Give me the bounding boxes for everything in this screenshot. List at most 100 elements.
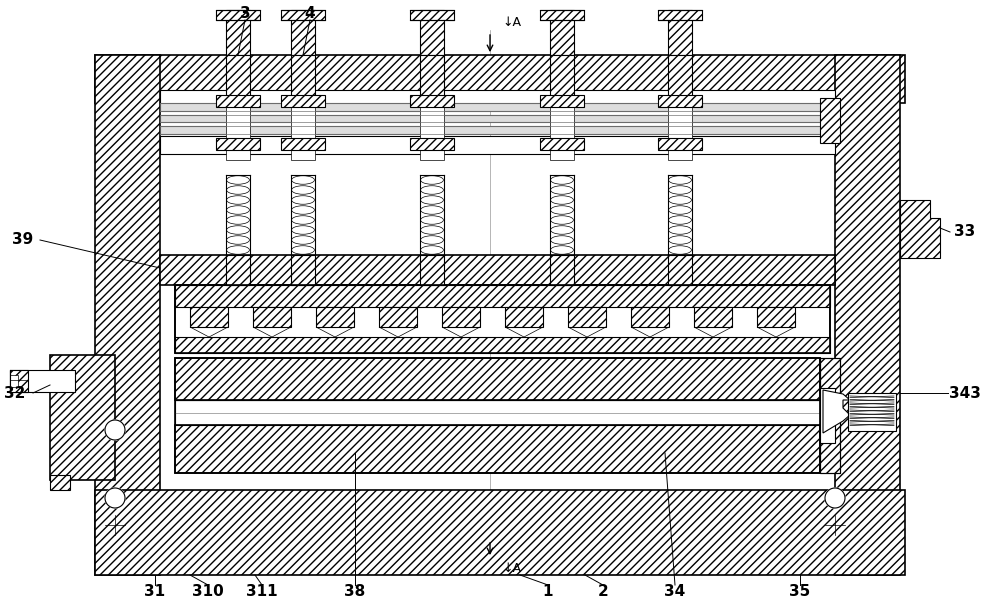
Bar — [820, 388, 835, 443]
Bar — [316, 307, 354, 327]
Text: ↓A: ↓A — [502, 16, 521, 28]
Polygon shape — [900, 200, 940, 258]
Bar — [550, 150, 574, 160]
Bar — [550, 107, 574, 139]
Bar — [175, 337, 830, 353]
Bar — [550, 255, 574, 285]
Polygon shape — [823, 390, 850, 433]
Bar — [226, 10, 250, 55]
Bar — [668, 107, 692, 139]
Bar — [226, 175, 250, 255]
Bar — [835, 55, 900, 575]
Bar — [410, 10, 454, 20]
Bar — [175, 285, 830, 307]
Bar — [540, 10, 584, 20]
Text: 310: 310 — [192, 584, 224, 599]
Bar — [757, 307, 795, 327]
Text: 35: 35 — [789, 584, 811, 599]
Text: ↓A: ↓A — [502, 561, 521, 575]
Text: 33: 33 — [954, 224, 976, 239]
Text: 1: 1 — [543, 584, 553, 599]
Text: 343: 343 — [949, 385, 981, 400]
Bar — [291, 55, 315, 103]
Bar — [226, 55, 250, 103]
Bar — [668, 255, 692, 285]
Bar — [291, 255, 315, 285]
Bar — [505, 307, 543, 327]
Bar — [226, 150, 250, 160]
Bar — [410, 95, 454, 107]
Bar — [216, 10, 260, 20]
Bar — [50, 475, 70, 490]
Bar — [420, 55, 444, 103]
Bar — [550, 55, 574, 103]
Text: 32: 32 — [4, 385, 26, 400]
Bar — [420, 10, 444, 55]
Bar — [668, 175, 692, 255]
Bar — [160, 136, 835, 154]
Bar — [175, 358, 820, 400]
Bar — [420, 150, 444, 160]
Bar — [175, 285, 830, 353]
Bar — [420, 107, 444, 139]
Bar — [160, 103, 835, 111]
Text: 38: 38 — [344, 584, 366, 599]
Bar — [658, 10, 702, 20]
Bar — [420, 175, 444, 255]
Bar — [226, 107, 250, 139]
Bar — [175, 285, 830, 353]
Bar — [379, 307, 417, 327]
Bar — [291, 150, 315, 160]
Bar — [95, 490, 905, 575]
Bar — [668, 150, 692, 160]
Bar — [281, 138, 325, 150]
Bar — [820, 358, 840, 473]
Bar — [420, 255, 444, 285]
Text: 31: 31 — [144, 584, 166, 599]
Bar — [540, 138, 584, 150]
Bar — [694, 307, 732, 327]
Bar — [820, 98, 840, 143]
Bar — [568, 307, 606, 327]
Bar — [550, 10, 574, 55]
Bar — [216, 95, 260, 107]
Bar — [190, 307, 228, 327]
Bar — [668, 55, 692, 103]
Bar — [10, 370, 75, 392]
Bar — [160, 126, 835, 134]
Bar — [160, 115, 835, 122]
Bar — [820, 358, 840, 473]
Bar — [550, 175, 574, 255]
Bar — [95, 55, 160, 575]
Text: 4: 4 — [305, 5, 315, 21]
Bar — [226, 255, 250, 285]
Circle shape — [825, 488, 845, 508]
Circle shape — [105, 420, 125, 440]
Bar — [410, 138, 454, 150]
Text: 39: 39 — [12, 233, 34, 247]
Text: 3: 3 — [240, 5, 250, 21]
Circle shape — [105, 488, 125, 508]
Bar — [668, 10, 692, 55]
Bar — [291, 107, 315, 139]
Text: 2: 2 — [598, 584, 608, 599]
Bar — [50, 355, 115, 480]
Bar — [216, 138, 260, 150]
Bar — [175, 358, 820, 473]
Bar — [291, 175, 315, 255]
Bar — [160, 255, 835, 285]
Bar — [160, 90, 835, 105]
Bar — [10, 375, 18, 387]
Bar — [442, 307, 480, 327]
Text: 34: 34 — [664, 584, 686, 599]
Bar — [10, 370, 28, 392]
Bar — [95, 55, 905, 103]
Bar — [253, 307, 291, 327]
Bar — [281, 95, 325, 107]
Bar — [291, 10, 315, 55]
Bar — [281, 10, 325, 20]
Text: 311: 311 — [246, 584, 278, 599]
Bar — [658, 138, 702, 150]
Bar — [848, 393, 896, 431]
Bar — [631, 307, 669, 327]
